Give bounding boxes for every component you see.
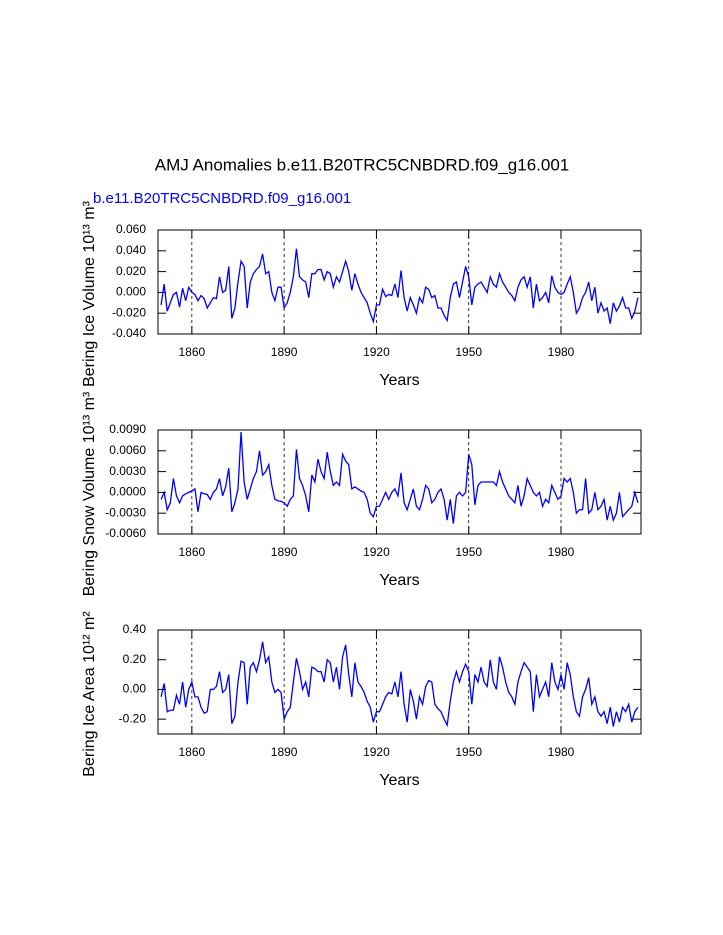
y-tick-label: 0.20 xyxy=(123,652,147,666)
x-tick-label: 1980 xyxy=(548,745,575,759)
data-line xyxy=(160,432,639,524)
y-tick-label: 0.060 xyxy=(116,222,146,236)
y-tick-label: 0.040 xyxy=(116,243,146,257)
chart-subtitle: b.e11.B20TRC5CNBDRD.f09_g16.001 xyxy=(93,190,351,207)
x-tick-label: 1920 xyxy=(363,545,390,559)
x-axis-title: Years xyxy=(379,772,419,789)
x-tick-label: 1920 xyxy=(363,345,390,359)
x-tick-label: 1950 xyxy=(455,745,482,759)
data-line xyxy=(160,641,639,728)
y-tick-label: 0.40 xyxy=(123,622,147,636)
x-tick-label: 1860 xyxy=(178,545,205,559)
y-axis-title: Bering Ice Volume 10¹³ m³ xyxy=(81,200,98,387)
x-axis-title: Years xyxy=(379,372,419,389)
y-tick-label: 0.0060 xyxy=(109,443,146,457)
plot-frame xyxy=(157,229,642,335)
y-tick-label: 0.000 xyxy=(116,285,146,299)
y-tick-label: -0.0060 xyxy=(105,526,146,540)
data-line xyxy=(160,248,639,324)
y-axis-title: Bering Snow Volume 10¹³ m³ xyxy=(81,391,98,596)
chart-title: AMJ Anomalies b.e11.B20TRC5CNBDRD.f09_g1… xyxy=(155,155,570,174)
y-tick-label: -0.020 xyxy=(112,305,146,319)
y-tick-label: -0.20 xyxy=(119,711,147,725)
x-tick-label: 1860 xyxy=(178,345,205,359)
plot-frame xyxy=(157,429,642,535)
x-tick-label: 1890 xyxy=(271,545,298,559)
y-tick-label: -0.040 xyxy=(112,326,146,340)
y-tick-label: -0.0030 xyxy=(105,505,146,519)
y-tick-label: 0.020 xyxy=(116,264,146,278)
x-tick-label: 1980 xyxy=(548,545,575,559)
x-axis-title: Years xyxy=(379,572,419,589)
y-axis-title: Bering Ice Area 10¹² m² xyxy=(81,611,98,777)
x-tick-label: 1950 xyxy=(455,545,482,559)
y-tick-label: 0.0030 xyxy=(109,464,146,478)
y-tick-label: 0.00 xyxy=(123,682,147,696)
x-tick-label: 1950 xyxy=(455,345,482,359)
plot-frame xyxy=(157,629,642,735)
x-tick-label: 1860 xyxy=(178,745,205,759)
x-tick-label: 1980 xyxy=(548,345,575,359)
y-tick-label: 0.0090 xyxy=(109,422,146,436)
x-tick-label: 1890 xyxy=(271,345,298,359)
x-tick-label: 1920 xyxy=(363,745,390,759)
y-tick-label: 0.0000 xyxy=(109,485,146,499)
x-tick-label: 1890 xyxy=(271,745,298,759)
